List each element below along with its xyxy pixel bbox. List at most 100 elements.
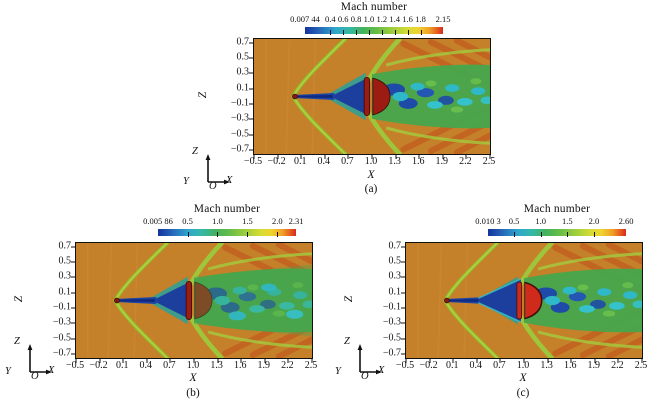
colorbar-title-b: Mach number [193,203,261,215]
z-tick-label: 0.5 [388,255,402,267]
z-tick-label: 0.5 [58,255,72,267]
panel-label-a: (a) [364,183,378,195]
z-axis-tick-mark [401,322,405,324]
x-tick-label: 0.4 [469,360,483,371]
z-tick-label: −0.3 [382,316,401,328]
z-axis-label-c: Z [343,295,355,303]
colorbar-tick-label: 1.5 [242,216,253,226]
z-axis-tick-mark [401,276,405,278]
colorbar-tick-label: 0.6 [337,14,349,24]
z-tick-label: −0.1 [52,301,71,313]
z-tick-label: 0.7 [388,240,402,252]
x-axis-tick-mark [442,155,444,159]
x-tick-label: 0.7 [341,156,354,167]
triad-x-label: X [378,365,385,376]
z-axis-tick-mark [249,72,253,74]
colorbar-tick-label: 0.5 [508,216,520,226]
x-axis-tick-mark [418,155,420,159]
x-tick-label: −0.5 [395,360,415,371]
x-tick-label: 1.9 [587,360,601,371]
z-tick-label: 0.5 [236,51,250,63]
x-axis-tick-mark [429,359,431,363]
z-axis-tick-mark [71,246,75,248]
colorbar-tick-mark [514,232,516,237]
z-tick-label: −0.3 [230,112,249,124]
x-axis-tick-mark [347,155,349,159]
z-axis-tick-mark [401,353,405,355]
colorbar-tick-mark [247,232,249,237]
z-axis-tick-mark [249,149,253,151]
colorbar-title-a: Mach number [340,1,408,13]
colorbar-tick-mark [420,30,422,35]
colorbar-tick-mark [217,232,219,237]
x-axis-tick-mark [75,359,77,363]
x-tick-label: 1.0 [186,360,200,371]
z-tick-label: 0.1 [236,82,250,94]
x-tick-label: 2.5 [304,360,318,371]
z-tick-label: −0.5 [382,332,401,344]
x-tick-label: 0.7 [493,360,506,371]
x-tick-label: 1.3 [540,360,553,371]
x-axis-tick-mark [395,155,397,159]
colorbar-tick-mark [567,232,569,237]
z-tick-label: 0.1 [388,286,402,298]
panel-label-c: (c) [516,387,530,399]
colorbar-tick-mark [394,30,396,35]
z-axis-tick-mark [249,118,253,120]
x-tick-label: 0.7 [163,360,176,371]
x-tick-label: 2.2 [611,360,624,371]
triad-axes-icon [357,344,382,375]
triad-z-label: Z [344,336,350,347]
z-axis-tick-mark [401,338,405,340]
triad-z-label: Z [192,146,198,157]
triad-x-label: X [48,365,55,376]
x-tick-label: 0.1 [293,156,307,167]
x-axis-tick-mark [217,359,219,363]
colorbar-tick-label: 0.007 44 [290,14,320,24]
colorbar-tick-label: 1.0 [212,216,223,226]
colorbar-b [158,229,296,237]
z-axis-tick-mark [71,276,75,278]
x-axis-tick-mark [547,359,549,363]
x-tick-label: −0.5 [243,156,263,167]
x-tick-label: 1.0 [516,360,530,371]
x-axis-tick-mark [452,359,454,363]
z-tick-label: −0.5 [52,332,71,344]
x-tick-label: 0.1 [115,360,129,371]
z-tick-label: −0.5 [230,128,249,140]
z-axis-tick-mark [401,246,405,248]
z-tick-label: −0.7 [52,347,71,359]
triad-y-label: Y [183,176,189,187]
x-tick-label: 1.6 [411,156,425,167]
x-axis-tick-mark [300,155,302,159]
x-axis-tick-mark [264,359,266,363]
colorbar-tick-labels-b: 0.005 86 0.5 1.0 1.5 2.0 2.31 [143,216,303,227]
colorbar-tick-label: 2.0 [272,216,283,226]
x-axis-tick-mark [169,359,171,363]
z-tick-label: 0.7 [236,36,250,48]
z-axis-tick-mark [249,134,253,136]
mach-contour-field-b [76,243,312,358]
x-tick-labels-c: −0.5 −0.2 0.1 0.4 0.7 1.0 1.3 1.6 1.9 2.2 2.5 [396,360,647,372]
z-axis-tick-mark [71,292,75,294]
x-axis-tick-mark [240,359,242,363]
colorbar-title-c: Mach number [523,203,591,215]
x-tick-label: −0.5 [65,360,85,371]
z-tick-label: 0.3 [388,270,402,282]
x-tick-label: 1.9 [435,156,449,167]
colorbar-tick-label: 0.8 [350,14,362,24]
colorbar-tick-label: 2.0 [588,216,600,226]
x-axis-tick-mark [570,359,572,363]
triad-z-label: Z [14,336,20,347]
x-axis-tick-mark [499,359,501,363]
z-axis-tick-mark [71,338,75,340]
x-axis-label-b: X [189,372,197,384]
z-tick-label: −0.3 [52,316,71,328]
x-axis-tick-mark [287,359,289,363]
triad-axes-icon [205,154,230,185]
x-axis-tick-mark [405,359,407,363]
x-axis-tick-mark [146,359,148,363]
coordinate-triad-a: Z Y O X [182,146,238,194]
colorbar-tick-mark [277,232,279,237]
mach-contour-field-a [254,39,490,154]
